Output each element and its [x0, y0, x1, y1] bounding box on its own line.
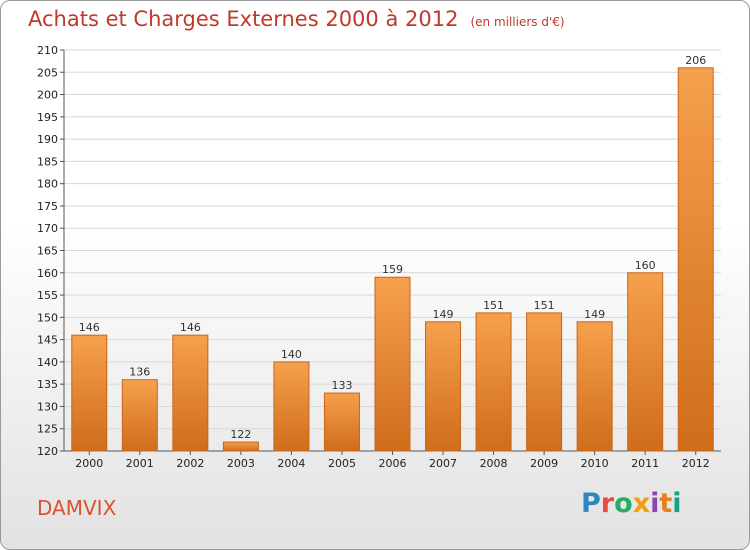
data-label: 151 [534, 299, 555, 312]
y-tick-label: 210 [37, 44, 58, 57]
y-tick-label: 160 [37, 267, 58, 280]
data-label: 149 [433, 308, 454, 321]
y-tick-label: 180 [37, 178, 58, 191]
bar-2004 [273, 361, 310, 452]
x-tick-label: 2009 [530, 457, 558, 470]
logo-letter: t [659, 488, 673, 519]
bar-2006 [374, 276, 411, 452]
data-label: 159 [382, 263, 403, 276]
chart-title: Achats et Charges Externes 2000 à 2012 (e… [28, 7, 565, 31]
y-tick-label: 155 [37, 289, 58, 302]
y-tick-label: 175 [37, 200, 58, 213]
x-tick-label: 2012 [682, 457, 710, 470]
bar-2000 [71, 334, 108, 452]
logo-letter: o [614, 488, 633, 519]
bar-2009 [526, 312, 563, 452]
y-tick-label: 190 [37, 133, 58, 146]
y-tick-label: 145 [37, 334, 58, 347]
data-label: 151 [483, 299, 504, 312]
y-tick-label: 170 [37, 222, 58, 235]
y-tick-label: 125 [37, 423, 58, 436]
y-tick-label: 140 [37, 356, 58, 369]
logo-letter: r [600, 488, 615, 519]
x-tick-label: 2010 [581, 457, 609, 470]
y-tick-label: 200 [37, 89, 58, 102]
x-tick-label: 2003 [227, 457, 255, 470]
data-label: 206 [685, 54, 706, 67]
logo-letter: i [650, 488, 660, 519]
logo-letter: P [581, 488, 601, 519]
x-tick-label: 2005 [328, 457, 356, 470]
data-label: 146 [180, 321, 201, 334]
data-labels: 146 136 146 122 140 133 159 149 151 151 149 160 206 [79, 54, 706, 441]
bar-2008 [475, 312, 512, 452]
bar-2002 [172, 334, 209, 452]
data-label: 122 [230, 428, 251, 441]
y-tick-label: 205 [37, 66, 58, 79]
chart-title-text: Achats et Charges Externes 2000 à 2012 [28, 7, 459, 31]
bar-2011 [627, 272, 664, 452]
y-tick-label: 165 [37, 245, 58, 258]
chart-unit: (en milliers d'€) [470, 15, 565, 29]
y-tick-label: 135 [37, 378, 58, 391]
logo-letter: i [672, 488, 682, 519]
logo-letter: x [632, 488, 651, 519]
bar-2001 [121, 379, 158, 452]
y-tick-label: 195 [37, 111, 58, 124]
x-tick-label: 2004 [277, 457, 305, 470]
x-tick-label: 2008 [480, 457, 508, 470]
y-tick-label: 150 [37, 311, 58, 324]
bar-2012 [677, 67, 714, 452]
x-tick-label: 2011 [631, 457, 659, 470]
proxiti-logo: Proxiti [581, 488, 682, 519]
data-label: 140 [281, 348, 302, 361]
x-tick-label: 2000 [75, 457, 103, 470]
data-label: 146 [79, 321, 100, 334]
data-label: 136 [129, 366, 150, 379]
x-tick-label: 2002 [176, 457, 204, 470]
y-tick-label: 130 [37, 400, 58, 413]
bars [71, 67, 714, 452]
data-label: 160 [635, 259, 656, 272]
x-tick-label: 2006 [379, 457, 407, 470]
bar-2007 [425, 321, 462, 452]
y-tick-label: 120 [37, 445, 58, 458]
data-label: 149 [584, 308, 605, 321]
commune-name: DAMVIX [37, 496, 117, 520]
bar-2010 [576, 321, 613, 452]
x-tick-label: 2001 [126, 457, 154, 470]
y-tick-label: 185 [37, 155, 58, 168]
x-tick-label: 2007 [429, 457, 457, 470]
data-label: 133 [331, 379, 352, 392]
bar-2003 [222, 441, 259, 452]
axes: 120 125 130 135 140 145 150 155 160 165 170 175 180 1… [37, 44, 721, 470]
bar-2005 [323, 392, 360, 452]
